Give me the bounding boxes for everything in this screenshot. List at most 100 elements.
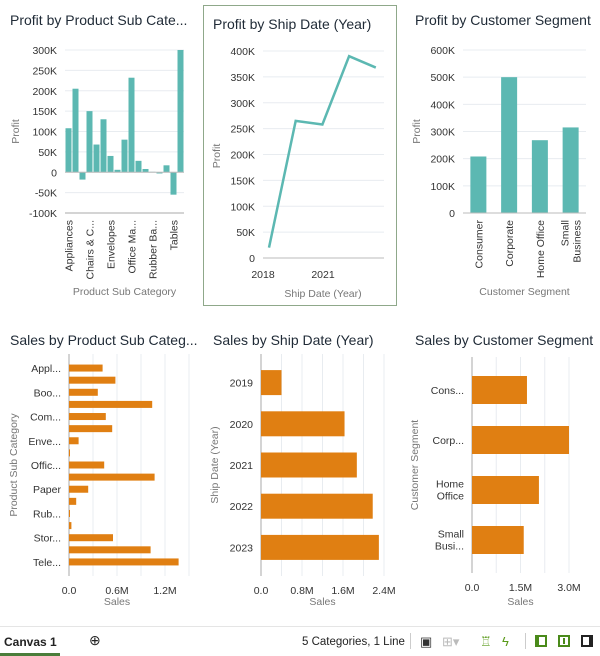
grid-dropdown-icon[interactable]: ⊞▾ — [442, 634, 460, 649]
bar — [86, 111, 93, 173]
bar — [142, 168, 149, 173]
x-tick-label: Rubber Ba... — [148, 220, 160, 279]
y-tick-label: Rub... — [33, 508, 61, 520]
bar — [531, 140, 548, 213]
bar — [472, 526, 524, 554]
bar — [472, 476, 539, 504]
bar — [177, 50, 184, 173]
bar — [69, 376, 116, 384]
bar — [261, 370, 282, 396]
panel-sales-segment[interactable]: Sales by Customer Segment 0.0 1.5M 3.0M Con… — [400, 320, 600, 620]
divider — [410, 633, 411, 649]
center-panel-icon[interactable] — [558, 635, 570, 647]
y-tick-label: 2023 — [230, 542, 254, 554]
canvas-tab-bar: Canvas 1 ⊕ 5 Categories, 1 Line ▣ ⊞▾ ♖ ϟ — [0, 626, 600, 656]
y-axis-title: Product Sub Category — [8, 413, 20, 517]
y-tick-label: 200K — [230, 150, 255, 162]
y-axis-title: Profit — [411, 119, 423, 144]
x-tick-label: 1.5M — [509, 582, 532, 594]
x-axis-title: Product Sub Category — [73, 286, 177, 298]
chart-title: Profit by Ship Date (Year) — [213, 16, 372, 32]
profit-line — [267, 54, 377, 248]
divider — [525, 633, 526, 649]
bar — [69, 388, 98, 396]
chart-profit-shipdate[interactable]: 400K 350K 300K 250K 200K 150K 100K 50K 0 2018 2021… — [204, 6, 398, 307]
y-tick-label: 300K — [230, 98, 255, 110]
bar — [69, 485, 89, 493]
panel-profit-shipdate[interactable]: Profit by Ship Date (Year) 400K 350K 300K 2… — [203, 5, 397, 306]
chart-profit-subcategory[interactable]: 300K 250K 200K 150K 100K 50K 0 -50K -100K Applian… — [0, 0, 200, 310]
y-tick-label: 100K — [32, 127, 57, 139]
filter-view-icon[interactable]: ▣ — [420, 634, 433, 649]
bar — [69, 558, 179, 566]
y-tick-label: Tele... — [33, 557, 61, 569]
x-axis-title: Ship Date (Year) — [284, 288, 361, 300]
x-tick-label: Chairs & C... — [85, 220, 97, 280]
y-tick-label: Offic... — [31, 460, 61, 472]
y-tick-label: 400K — [230, 46, 255, 58]
x-tick-label: 1.6M — [331, 585, 354, 597]
tab-canvas-1[interactable]: Canvas 1 — [4, 635, 57, 649]
x-tick-label: Home Office — [535, 220, 547, 278]
bar — [163, 165, 170, 173]
y-tick-label: Paper — [33, 484, 62, 496]
right-panel-icon[interactable] — [581, 635, 593, 647]
x-axis-title: Sales — [507, 596, 533, 608]
chart-title: Sales by Customer Segment — [415, 332, 594, 348]
x-axis-title: Sales — [309, 596, 335, 608]
y-tick-label: 2020 — [230, 419, 254, 431]
bar — [93, 144, 100, 173]
bar — [69, 534, 113, 542]
panel-profit-segment[interactable]: Profit by Customer Segment 600K 500K 400K 3… — [400, 0, 600, 310]
x-tick-label: 1.2M — [153, 585, 176, 597]
status-text: 5 Categories, 1 Line — [302, 636, 405, 648]
bar — [261, 493, 373, 519]
panel-profit-subcategory[interactable]: Profit by Product Sub Cate... 300K 250K 20… — [0, 0, 200, 310]
x-tick-label: Consumer — [473, 219, 485, 268]
y-tick-label: Home — [436, 479, 464, 491]
chart-sales-shipdate[interactable]: 0.0 0.8M 1.6M 2.4M20192020202120222023Sales… — [200, 320, 400, 620]
bar — [69, 413, 106, 421]
y-tick-label: 2021 — [230, 460, 254, 472]
panel-sales-subcategory[interactable]: Sales by Product Sub Categ... 0.0 0.6M 1.2… — [0, 320, 200, 620]
left-panel-icon[interactable] — [535, 635, 547, 647]
y-tick-label: 300K — [32, 45, 57, 57]
chart-title: Sales by Ship Date (Year) — [213, 332, 374, 348]
bar — [472, 426, 569, 454]
plus-circle-icon[interactable]: ⊕ — [89, 632, 101, 648]
bar — [501, 77, 518, 214]
y-tick-label: 0 — [249, 253, 255, 265]
y-tick-label: 2019 — [230, 378, 254, 390]
lightning-icon[interactable]: ϟ — [502, 634, 509, 649]
bar — [472, 376, 527, 404]
bar — [121, 139, 128, 173]
x-tick-label: Business — [572, 220, 584, 263]
x-axis-title: Sales — [104, 596, 130, 608]
x-tick-label: 0.8M — [290, 585, 313, 597]
chart-profit-segment[interactable]: 600K 500K 400K 300K 200K 100K 0 Consumer Corpora… — [400, 0, 600, 310]
bar — [69, 364, 103, 372]
chart-sales-subcategory[interactable]: 0.0 0.6M 1.2M Appl... Boo... Com... Enve... Off… — [0, 320, 200, 620]
y-tick-label: 200K — [430, 154, 455, 166]
x-tick-label: 2.4M — [372, 585, 395, 597]
x-tick-label: 3.0M — [557, 582, 580, 594]
bar — [261, 411, 345, 437]
bar — [69, 509, 70, 517]
trophy-icon[interactable]: ♖ — [480, 634, 492, 649]
bar — [114, 169, 121, 173]
x-tick-label: 0.6M — [105, 585, 128, 597]
bar — [69, 437, 79, 445]
y-tick-label: 600K — [430, 45, 455, 57]
y-tick-label: 350K — [230, 72, 255, 84]
x-tick-label: Small — [560, 220, 572, 246]
y-tick-label: 400K — [430, 99, 455, 111]
bar — [170, 172, 177, 195]
y-axis-title: Customer Segment — [409, 420, 421, 511]
y-tick-label: -100K — [29, 208, 57, 220]
bar — [69, 473, 155, 481]
x-tick-label: Appliances — [64, 220, 76, 271]
bar — [69, 461, 105, 469]
bar — [470, 156, 487, 213]
panel-sales-shipdate[interactable]: Sales by Ship Date (Year) 0.0 0.8M 1.6M 2.4… — [200, 320, 400, 620]
